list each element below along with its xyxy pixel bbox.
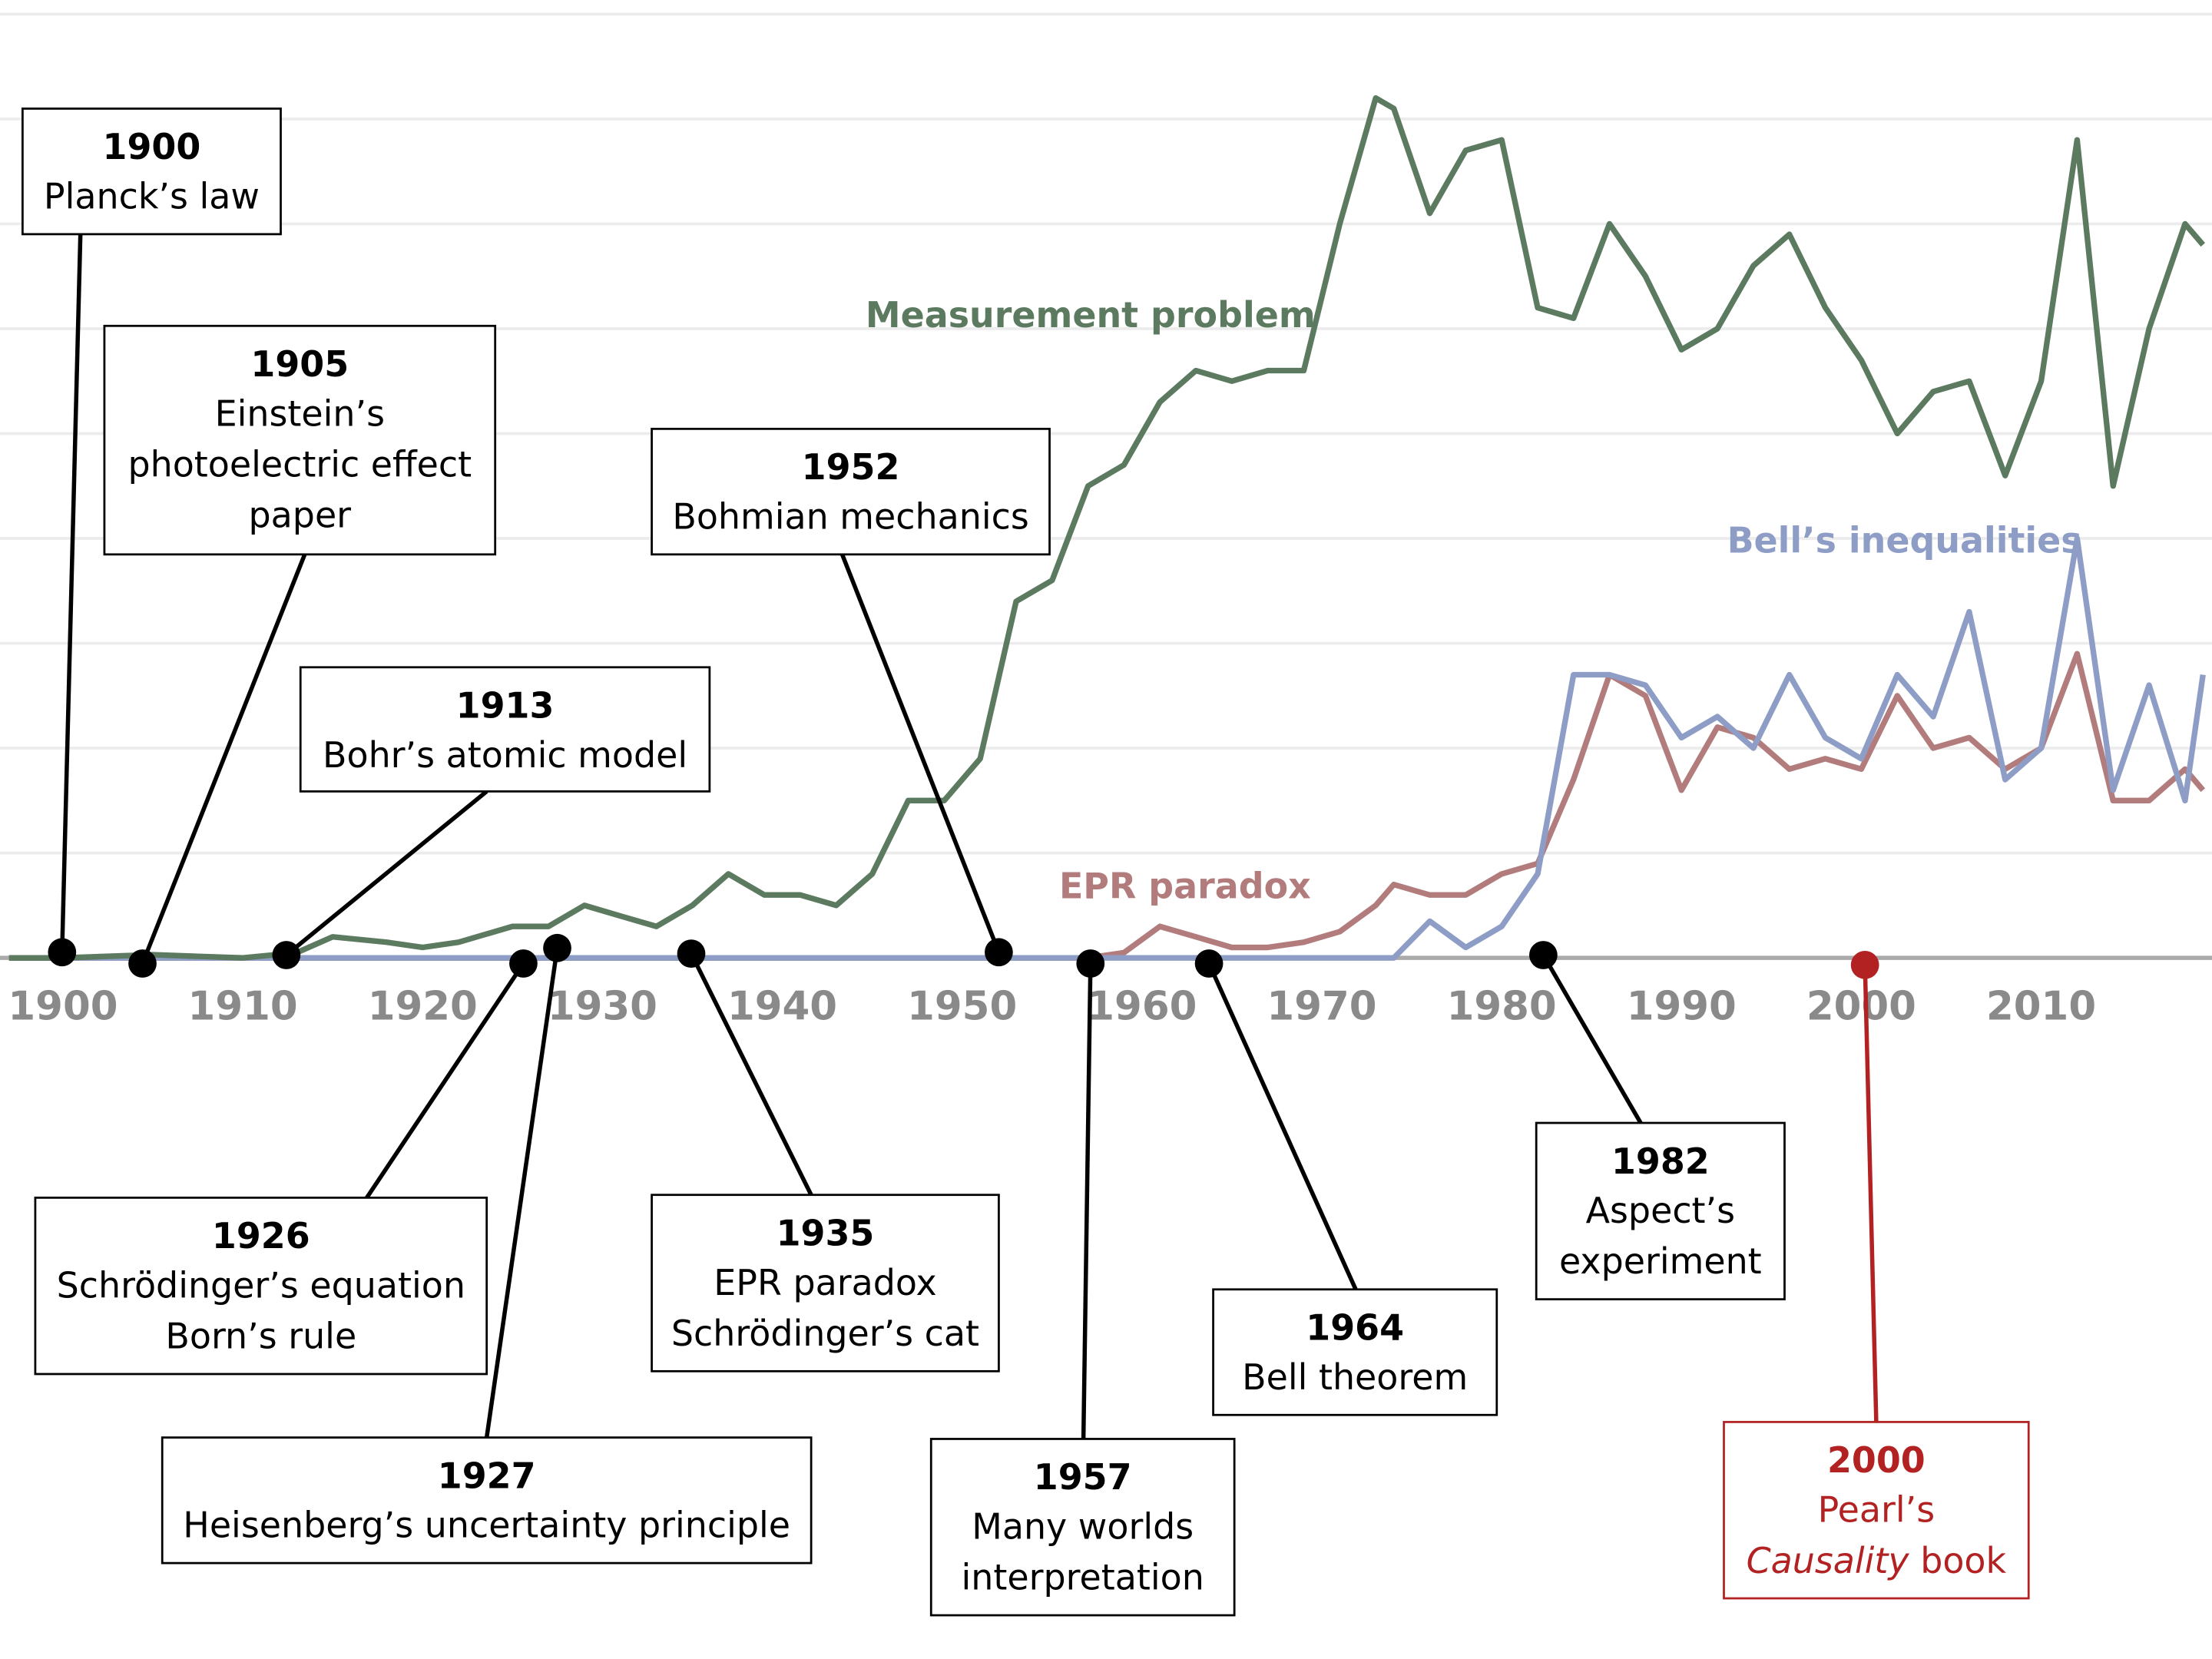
annotation-year: 1964 <box>1306 1307 1404 1349</box>
annotation: 1964 Bell theorem <box>1194 949 1498 1416</box>
annotation-year: 1957 <box>1034 1456 1132 1498</box>
x-tick-label: 1930 <box>548 983 657 1029</box>
annotation-year: 2000 <box>1827 1439 1926 1481</box>
connector <box>140 553 307 965</box>
annotation-text: photoelectric effect <box>127 443 472 485</box>
event-dot <box>128 949 157 978</box>
connector <box>1081 963 1093 1439</box>
series-label: Bell’s inequalities <box>1727 520 2082 561</box>
annotation-text: Schrödinger’s cat <box>671 1313 979 1354</box>
event-dot <box>1076 949 1105 978</box>
event-dot <box>1529 941 1558 969</box>
annotation-text: Aspect’s <box>1586 1190 1735 1231</box>
annotation-box <box>1212 1288 1498 1416</box>
x-tick-label: 1970 <box>1267 983 1376 1029</box>
annotation-text-part: book <box>1909 1540 2007 1581</box>
connector <box>60 233 83 952</box>
connector <box>839 553 1001 953</box>
annotation-text: Bohr’s atomic model <box>323 734 687 776</box>
annotation-text: Causality book <box>1747 1540 2007 1581</box>
connector <box>285 790 488 957</box>
x-tick-label: 1900 <box>8 983 118 1029</box>
annotation-text: Heisenberg’s uncertainty principle <box>183 1505 790 1546</box>
annotation-year: 1952 <box>802 446 900 488</box>
connector <box>1863 965 1879 1422</box>
annotation-year: 1927 <box>438 1455 536 1496</box>
annotation-text: EPR paradox <box>714 1262 936 1303</box>
annotation-year: 1982 <box>1611 1141 1710 1182</box>
annotation-text: Bell theorem <box>1242 1356 1468 1398</box>
event-dot <box>1850 950 1879 979</box>
annotation-box <box>299 666 711 793</box>
x-tick-label: 1920 <box>368 983 478 1029</box>
annotation: 1957 Many worlds interpretation <box>929 949 1236 1617</box>
x-tick-label: 1950 <box>907 983 1017 1029</box>
annotation-box <box>1723 1421 2030 1600</box>
connector <box>1541 954 1643 1124</box>
annotation-box <box>22 108 282 236</box>
event-dot <box>677 939 706 968</box>
annotation-box <box>929 1438 1236 1617</box>
x-tick-label: 2010 <box>1986 983 2096 1029</box>
x-tick-label: 1980 <box>1447 983 1557 1029</box>
annotation-text: Pearl’s <box>1818 1488 1936 1530</box>
connector <box>1207 962 1358 1290</box>
annotation-text: Born’s rule <box>165 1316 356 1357</box>
annotation-box <box>103 324 497 556</box>
annotation: 1935 EPR paradox Schrödinger’s cat <box>651 939 1000 1373</box>
series-label: Measurement problem <box>866 294 1316 336</box>
annotation: 1913 Bohr’s atomic model <box>272 666 711 969</box>
event-dot <box>985 938 1013 967</box>
event-dot <box>509 949 538 978</box>
event-dot <box>48 938 77 967</box>
annotation-year: 1905 <box>250 343 349 385</box>
annotation-text: experiment <box>1559 1240 1762 1282</box>
series-line <box>8 94 2206 961</box>
x-tick-label: 1960 <box>1087 983 1197 1029</box>
annotation-year: 1926 <box>212 1215 310 1257</box>
connector <box>484 947 560 1439</box>
annotation-year: 1913 <box>456 685 555 727</box>
x-tick-label: 1910 <box>188 983 298 1029</box>
event-dot <box>1194 949 1224 978</box>
annotation-box <box>651 427 1051 556</box>
annotation-text: interpretation <box>962 1557 1204 1598</box>
annotation: 1905 Einstein’s photoelectric effect paper <box>103 324 497 978</box>
annotation-text: Einstein’s <box>215 392 385 434</box>
annotation-year: 1900 <box>103 126 201 167</box>
annotation-text: Many worlds <box>972 1506 1194 1548</box>
annotation-text: Planck’s law <box>44 175 260 217</box>
annotation-text: paper <box>249 495 352 536</box>
annotation: 1952 Bohmian mechanics <box>651 427 1051 967</box>
annotation: 2000 Pearl’s Causality book <box>1723 950 2030 1600</box>
x-tick-label: 1990 <box>1627 983 1737 1029</box>
event-dot <box>543 933 571 962</box>
annotation-box <box>161 1436 813 1565</box>
annotation: 1927 Heisenberg’s uncertainty principle <box>161 933 813 1565</box>
annotation-text: Bohmian mechanics <box>672 495 1028 537</box>
annotation-box <box>1535 1121 1786 1301</box>
event-dot <box>272 941 301 969</box>
annotation: 1900 Planck’s law <box>22 108 282 967</box>
connector <box>365 962 525 1199</box>
series-label: EPR paradox <box>1059 866 1311 907</box>
annotation-box <box>651 1194 1000 1373</box>
annotation-year: 1935 <box>777 1212 875 1253</box>
x-tick-label: 2000 <box>1806 983 1916 1029</box>
annotation: 1982 Aspect’s experiment <box>1529 941 1786 1301</box>
annotation-text: Schrödinger’s equation <box>57 1264 465 1306</box>
x-tick-label: 1940 <box>727 983 837 1029</box>
connector <box>689 952 813 1196</box>
annotation-box <box>34 1197 488 1376</box>
annotation-italic: Causality <box>1747 1540 1910 1581</box>
annotation: 1926 Schrödinger’s equation Born’s rule <box>34 949 538 1376</box>
